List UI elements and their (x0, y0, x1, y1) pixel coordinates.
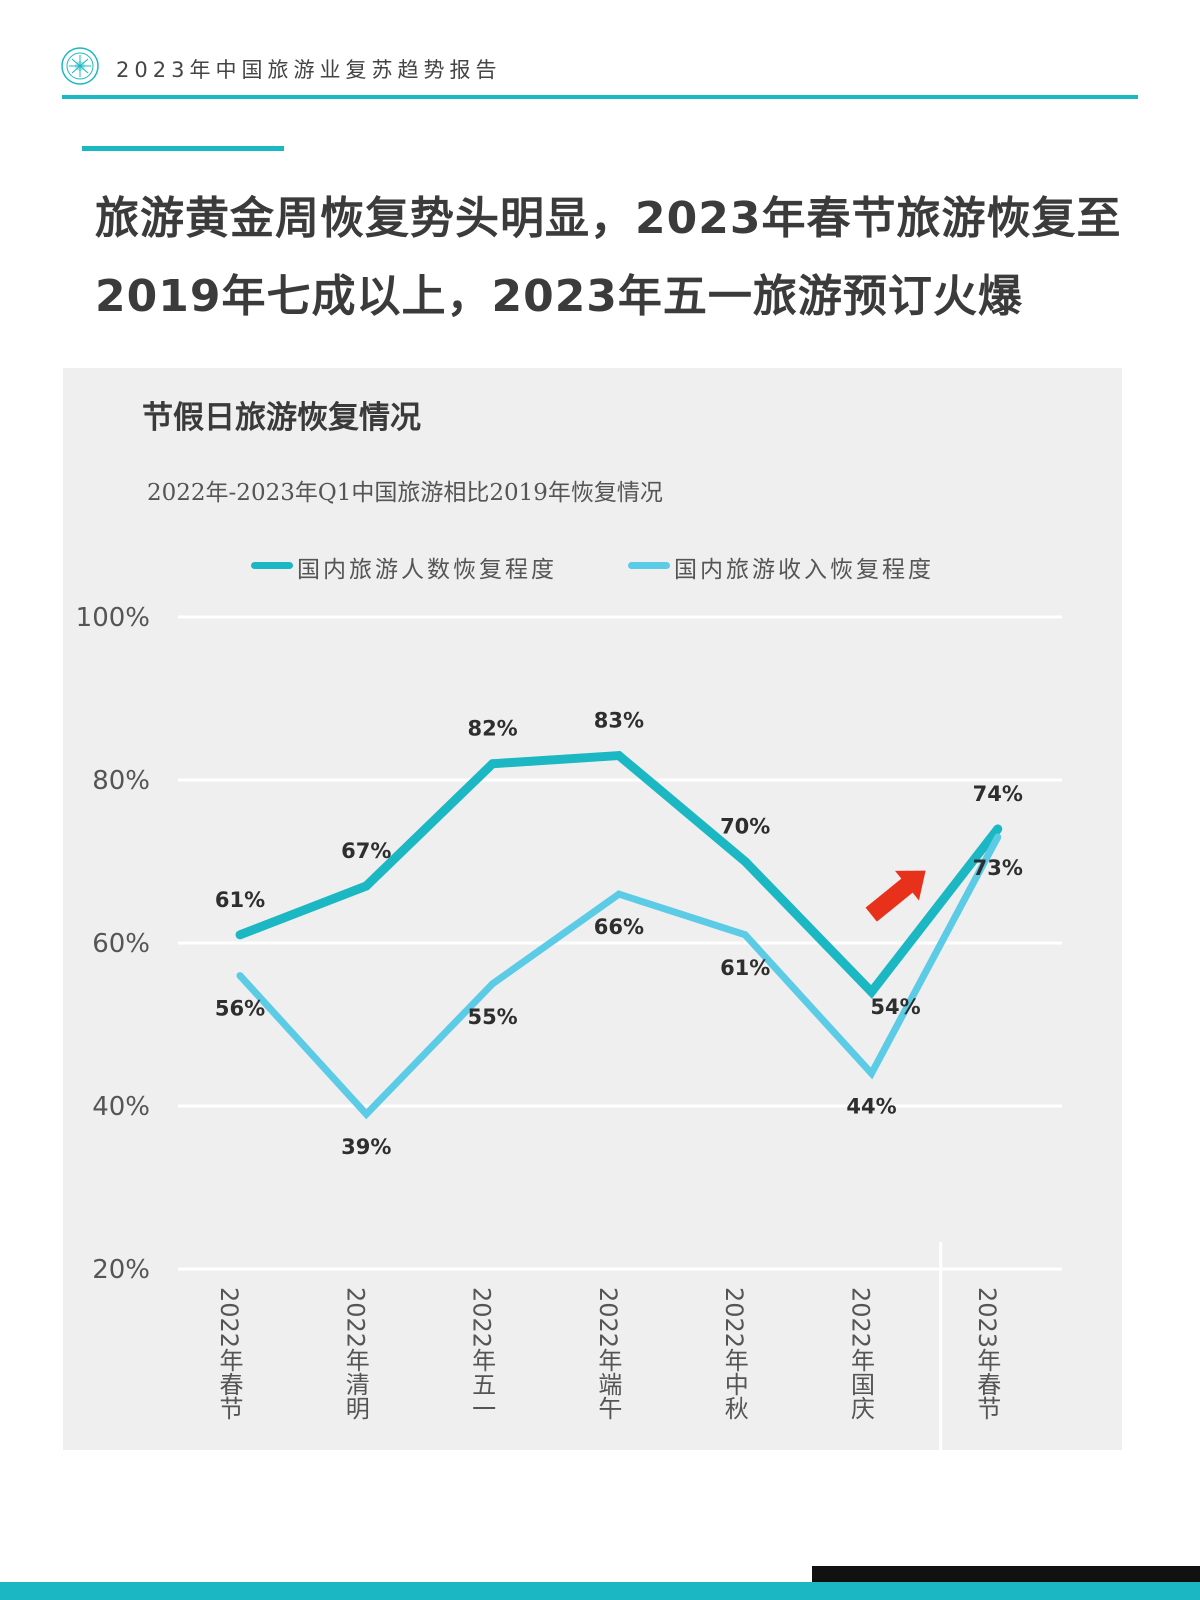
report-title: 2023年中国旅游业复苏趋势报告 (116, 58, 502, 82)
data-point-revenue (362, 1110, 370, 1118)
x-tick-label: 2022年端午 (594, 1287, 622, 1420)
legend-label-visitors: 国内旅游人数恢复程度 (297, 557, 557, 583)
data-point-visitors (867, 987, 876, 997)
x-tick-label: 2022年春节 (215, 1287, 243, 1420)
data-label-visitors: 61% (215, 888, 265, 912)
data-label-revenue: 44% (846, 1094, 896, 1118)
x-tick-label: 2023年春节 (973, 1287, 1001, 1420)
legend-label-revenue: 国内旅游收入恢复程度 (674, 557, 934, 583)
data-label-revenue: 73% (973, 856, 1023, 880)
data-point-revenue (615, 890, 623, 898)
data-point-visitors (488, 759, 498, 769)
data-label-revenue: 39% (341, 1135, 391, 1159)
data-point-revenue (868, 1069, 875, 1077)
headline-accent-bar (82, 146, 284, 151)
data-point-revenue (236, 972, 244, 980)
data-label-visitors: 70% (720, 815, 770, 839)
x-tick-label: 2022年五一 (468, 1287, 496, 1420)
data-point-revenue (489, 980, 497, 988)
data-label-revenue: 55% (467, 1005, 517, 1029)
x-tick-label: 2022年清明 (341, 1287, 369, 1420)
y-tick-label: 40% (92, 1092, 150, 1122)
y-tick-label: 60% (92, 929, 150, 959)
chart-title: 2022年-2023年Q1中国旅游相比2019年恢复情况 (147, 480, 663, 506)
data-point-visitors (740, 857, 750, 866)
data-point-visitors (361, 881, 371, 891)
legend-swatch-revenue (628, 562, 670, 569)
footer-teal-bar (0, 1582, 1200, 1600)
trend-up-arrow-shape (865, 870, 926, 922)
y-tick-label: 100% (76, 603, 150, 633)
data-label-visitors: 74% (973, 782, 1023, 806)
x-tick-label: 2022年国庆 (847, 1287, 875, 1420)
footer-dark-bar (812, 1566, 1200, 1582)
report-header: 2023年中国旅游业复苏趋势报告 (60, 42, 1140, 100)
data-label-visitors: 82% (467, 717, 517, 741)
data-point-revenue (994, 833, 1002, 841)
headline-line-1: 旅游黄金周恢复势头明显，2023年春节旅游恢复至 (95, 193, 1122, 244)
y-tick-label: 80% (92, 766, 150, 796)
data-point-visitors (993, 824, 1003, 834)
series-line-visitors (238, 750, 1002, 999)
header-divider (62, 95, 1138, 99)
data-point-visitors (235, 930, 245, 940)
legend-swatch-visitors (251, 562, 293, 569)
data-label-visitors: 54% (870, 995, 920, 1019)
data-point-visitors (614, 751, 624, 761)
trend-up-arrow-icon (865, 870, 926, 922)
panel-title: 节假日旅游恢复情况 (142, 400, 421, 436)
y-tick-label: 20% (92, 1255, 150, 1285)
data-label-visitors: 67% (341, 839, 391, 863)
data-label-visitors: 83% (594, 709, 644, 733)
page-headline: 旅游黄金周恢复势头明显，2023年春节旅游恢复至 2019年七成以上，2023年… (95, 180, 1155, 336)
data-label-revenue: 56% (215, 997, 265, 1021)
data-label-revenue: 66% (594, 915, 644, 939)
data-label-revenue: 61% (720, 956, 770, 980)
x-tick-label: 2022年中秋 (720, 1287, 748, 1420)
headline-line-2: 2019年七成以上，2023年五一旅游预订火爆 (95, 271, 1023, 322)
data-point-revenue (741, 931, 749, 939)
report-logo-icon (61, 47, 99, 85)
